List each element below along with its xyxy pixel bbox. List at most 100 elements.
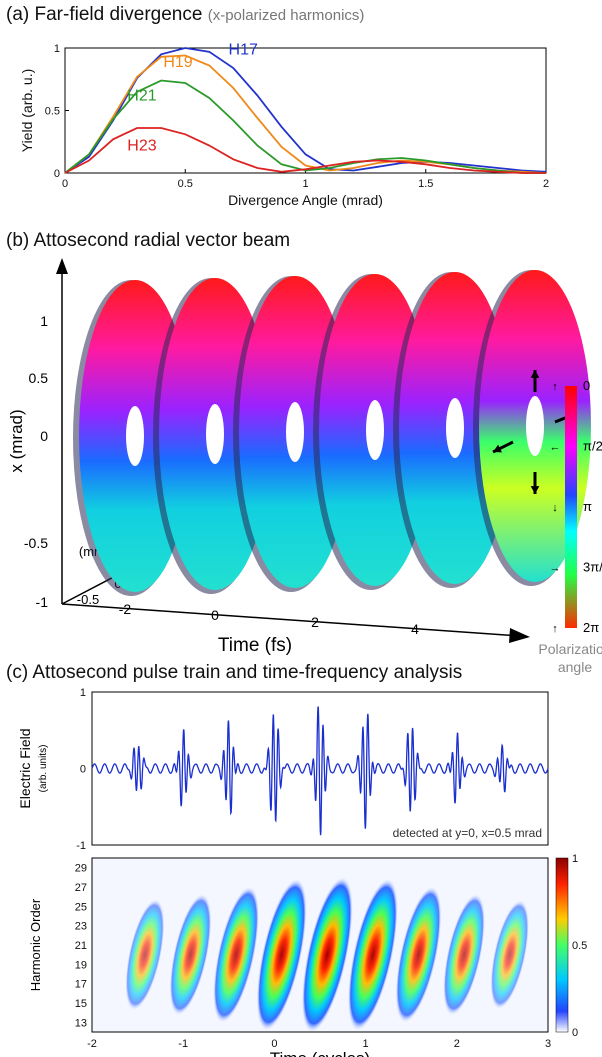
series-line-h21 (64, 79, 546, 174)
colorbar-arrow-icon: ← (550, 442, 561, 454)
pulse-train-chart: 1 0 -1 Electric Field (arb. units) detected a… (17, 687, 587, 1057)
y-tick-label: 0 (54, 168, 60, 180)
colorbar-tick: π/2 (583, 439, 602, 454)
heatmap-blob (490, 899, 530, 1010)
panel-c-title: (c) Attosecond pulse train and time-freq… (6, 662, 463, 683)
colorbar-arrow-icon: ↓ (552, 502, 558, 514)
x-mrad-tick: -1 (36, 594, 49, 610)
colorbar-label-2: angle (558, 659, 592, 675)
harmonic-tick: 21 (75, 940, 87, 952)
colorbar-arrow-icon: ↑ (552, 381, 558, 393)
series-label-h23: H23 (127, 138, 156, 155)
field-y-tick: 0 (80, 764, 86, 776)
series-line-h19 (64, 54, 547, 174)
series-label-h21: H21 (127, 88, 156, 105)
harmonic-tick: 15 (75, 998, 87, 1010)
panel-b-title: (b) Attosecond radial vector beam (6, 230, 291, 251)
heatmap-blob (442, 893, 486, 1016)
x-tick-label: 1.5 (418, 178, 433, 190)
time-cycle-label: Time (cycles) (270, 1049, 370, 1057)
harmonic-tick: 23 (75, 921, 87, 933)
time-cycle-tick: 1 (363, 1038, 369, 1050)
time-axis-arrow (509, 628, 530, 643)
harmonic-tick: 17 (75, 979, 87, 991)
electric-field-trace (91, 706, 549, 836)
beam-disk-hole (526, 396, 544, 456)
x-tick-label: 2 (543, 178, 549, 190)
time-tick: 0 (211, 607, 219, 623)
harmonic-y-label: Harmonic Order (28, 898, 43, 991)
time-cycle-tick: -1 (178, 1038, 188, 1050)
y-axis-label: Yield (arb. u.) (19, 69, 35, 153)
heatmap-blob (256, 878, 307, 1032)
panel-a-title-text: (a) Far-field divergence (6, 4, 203, 25)
x-tick-label: 0 (62, 178, 68, 190)
x-mrad-tick: 0 (40, 428, 48, 444)
colorbar-tick: 3π/2 (583, 560, 602, 575)
heatmap-colorbar-tick: 0 (572, 1027, 578, 1039)
series-line-h23 (64, 127, 546, 174)
x-tick-label: 1 (302, 178, 308, 190)
harmonic-tick: 19 (75, 959, 87, 971)
x-axis-label: Divergence Angle (mrad) (228, 192, 383, 208)
y-mrad-tick: -0.5 (77, 592, 99, 607)
time-cycle-tick: -2 (87, 1038, 97, 1050)
polarization-arrowhead (530, 486, 540, 494)
x-tick-label: 0.5 (178, 178, 193, 190)
heatmap-frame (91, 857, 549, 1033)
field-y-label-units: (arb. units) (38, 745, 49, 793)
heatmap-blob (169, 893, 212, 1016)
beam-disk-hole (366, 400, 384, 460)
beam-disk-hole (126, 406, 144, 466)
beam-disk-hole (446, 398, 464, 458)
field-y-tick: -1 (76, 840, 86, 852)
heatmap-colorbar-tick: 0.5 (572, 940, 587, 952)
heatmap-colorbar-tick: 1 (572, 853, 578, 865)
heatmap-blob (347, 878, 399, 1032)
harmonic-tick: 25 (75, 901, 87, 913)
x-mrad-tick: 1 (40, 313, 48, 329)
vector-beam-chart: -1-0.500.51x (mrad)-0.500.5y(mrad)-2024T… (7, 258, 602, 675)
heatmap-colorbar (555, 857, 569, 1033)
time-tick: 2 (311, 614, 319, 630)
harmonic-tick: 29 (75, 863, 87, 875)
panel-a-subtitle: (x-polarized harmonics) (207, 7, 365, 24)
heatmap-blob (301, 876, 353, 1032)
x-mrad-tick: 0.5 (29, 370, 49, 386)
harmonic-tick: 13 (75, 1017, 87, 1029)
heatmap-blobs (125, 876, 530, 1032)
colorbar-tick: π (583, 499, 592, 514)
x-mrad-axis-label: x (mrad) (7, 409, 26, 472)
time-cycle-tick: 0 (271, 1038, 277, 1050)
divergence-chart: 0 0.5 1 1.5 2 0 0.5 1 Divergence Angle (mrad) Yie… (19, 41, 549, 208)
x-axis-arrow (56, 258, 68, 274)
panel-a-title: (a) Far-field divergence (x-polarized ha… (6, 4, 364, 26)
time-cycle-tick: 3 (545, 1038, 551, 1050)
detection-annotation: detected at y=0, x=0.5 mrad (393, 826, 542, 840)
heatmap-blob (125, 898, 165, 1011)
time-cycle-tick: 2 (454, 1038, 460, 1050)
time-axis-line (61, 603, 521, 637)
heatmap-blob (395, 885, 442, 1024)
polarization-arrowhead (530, 370, 540, 378)
time-tick: -2 (119, 601, 132, 617)
series-label-h19: H19 (163, 54, 192, 71)
time-axis-label: Time (fs) (218, 635, 292, 656)
colorbar-tick: 0 (583, 378, 590, 393)
colorbar-arrow-icon: → (550, 563, 561, 575)
polarization-colorbar (565, 386, 577, 628)
field-y-label: Electric Field (17, 728, 33, 808)
x-mrad-tick: -0.5 (24, 535, 48, 551)
field-y-tick: 1 (80, 687, 86, 699)
beam-disk-hole (286, 402, 304, 462)
series-label-h17: H17 (229, 41, 258, 58)
y-tick-label: 1 (54, 43, 60, 55)
colorbar-tick: 2π (583, 620, 599, 635)
harmonic-tick: 27 (75, 882, 87, 894)
colorbar-arrow-icon: ↑ (552, 623, 558, 635)
colorbar-label: Polarization (538, 641, 602, 657)
y-tick-label: 0.5 (45, 106, 60, 118)
beam-disk-hole (206, 404, 224, 464)
polarization-arrowhead (493, 444, 502, 453)
heatmap-blob (212, 885, 260, 1024)
